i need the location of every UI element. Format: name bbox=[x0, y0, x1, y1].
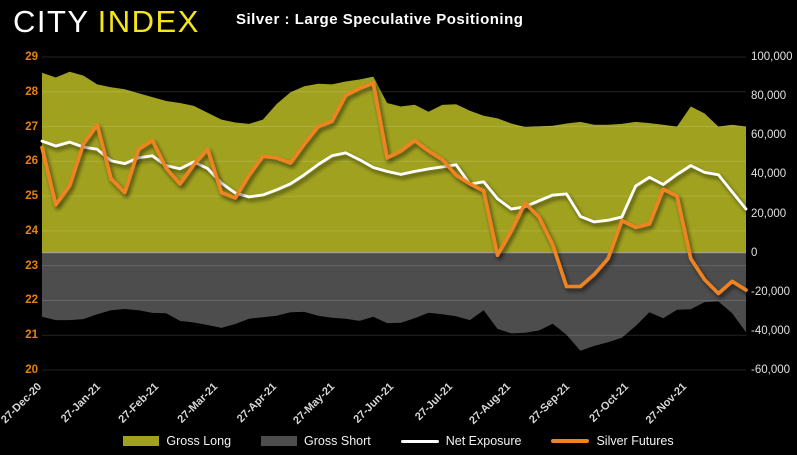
left-axis-tick: 21 bbox=[25, 329, 38, 342]
silver-futures-swatch-icon bbox=[551, 439, 590, 443]
legend-label: Silver Futures bbox=[596, 434, 674, 448]
logo-index: INDEX bbox=[97, 4, 200, 39]
right-axis-tick: 80,000 bbox=[751, 90, 787, 103]
net-exposure-swatch-icon bbox=[400, 439, 439, 443]
legend-item-silver-futures: Silver Futures bbox=[551, 434, 674, 448]
right-axis-tick: 100,000 bbox=[751, 51, 793, 63]
gross-short-swatch-icon bbox=[261, 436, 298, 446]
logo-city: CITY bbox=[13, 4, 90, 39]
left-axis-tick: 24 bbox=[25, 224, 38, 237]
left-axis-tick: 29 bbox=[25, 51, 38, 63]
legend-label: Gross Short bbox=[304, 434, 371, 448]
right-axis-tick: 40,000 bbox=[751, 168, 787, 181]
right-axis-tick: -40,000 bbox=[751, 324, 791, 337]
left-axis-tick: 28 bbox=[25, 85, 38, 98]
right-axis-tick: 60,000 bbox=[751, 129, 787, 142]
legend: Gross Long Gross Short Net Exposure Silv… bbox=[0, 434, 797, 448]
legend-item-gross-short: Gross Short bbox=[261, 434, 371, 448]
legend-item-gross-long: Gross Long bbox=[123, 434, 231, 448]
right-axis-tick: -20,000 bbox=[751, 285, 791, 298]
legend-label: Net Exposure bbox=[445, 434, 522, 448]
right-axis-tick: 0 bbox=[751, 246, 758, 259]
gross-long-swatch-icon bbox=[123, 436, 160, 446]
left-axis-tick: 22 bbox=[25, 294, 38, 307]
left-axis-tick: 20 bbox=[25, 364, 38, 376]
city-index-logo: CITY INDEX bbox=[13, 4, 200, 40]
legend-item-net-exposure: Net Exposure bbox=[400, 434, 522, 448]
left-axis-tick: 27 bbox=[25, 120, 38, 133]
legend-label: Gross Long bbox=[166, 434, 232, 448]
left-axis-tick: 26 bbox=[25, 155, 38, 168]
right-axis-tick: 20,000 bbox=[751, 207, 787, 220]
page-title: Silver : Large Speculative Positioning bbox=[236, 11, 524, 28]
right-axis-tick: -60,000 bbox=[751, 364, 791, 376]
left-axis-tick: 25 bbox=[25, 190, 38, 203]
left-axis-tick: 23 bbox=[25, 259, 38, 272]
